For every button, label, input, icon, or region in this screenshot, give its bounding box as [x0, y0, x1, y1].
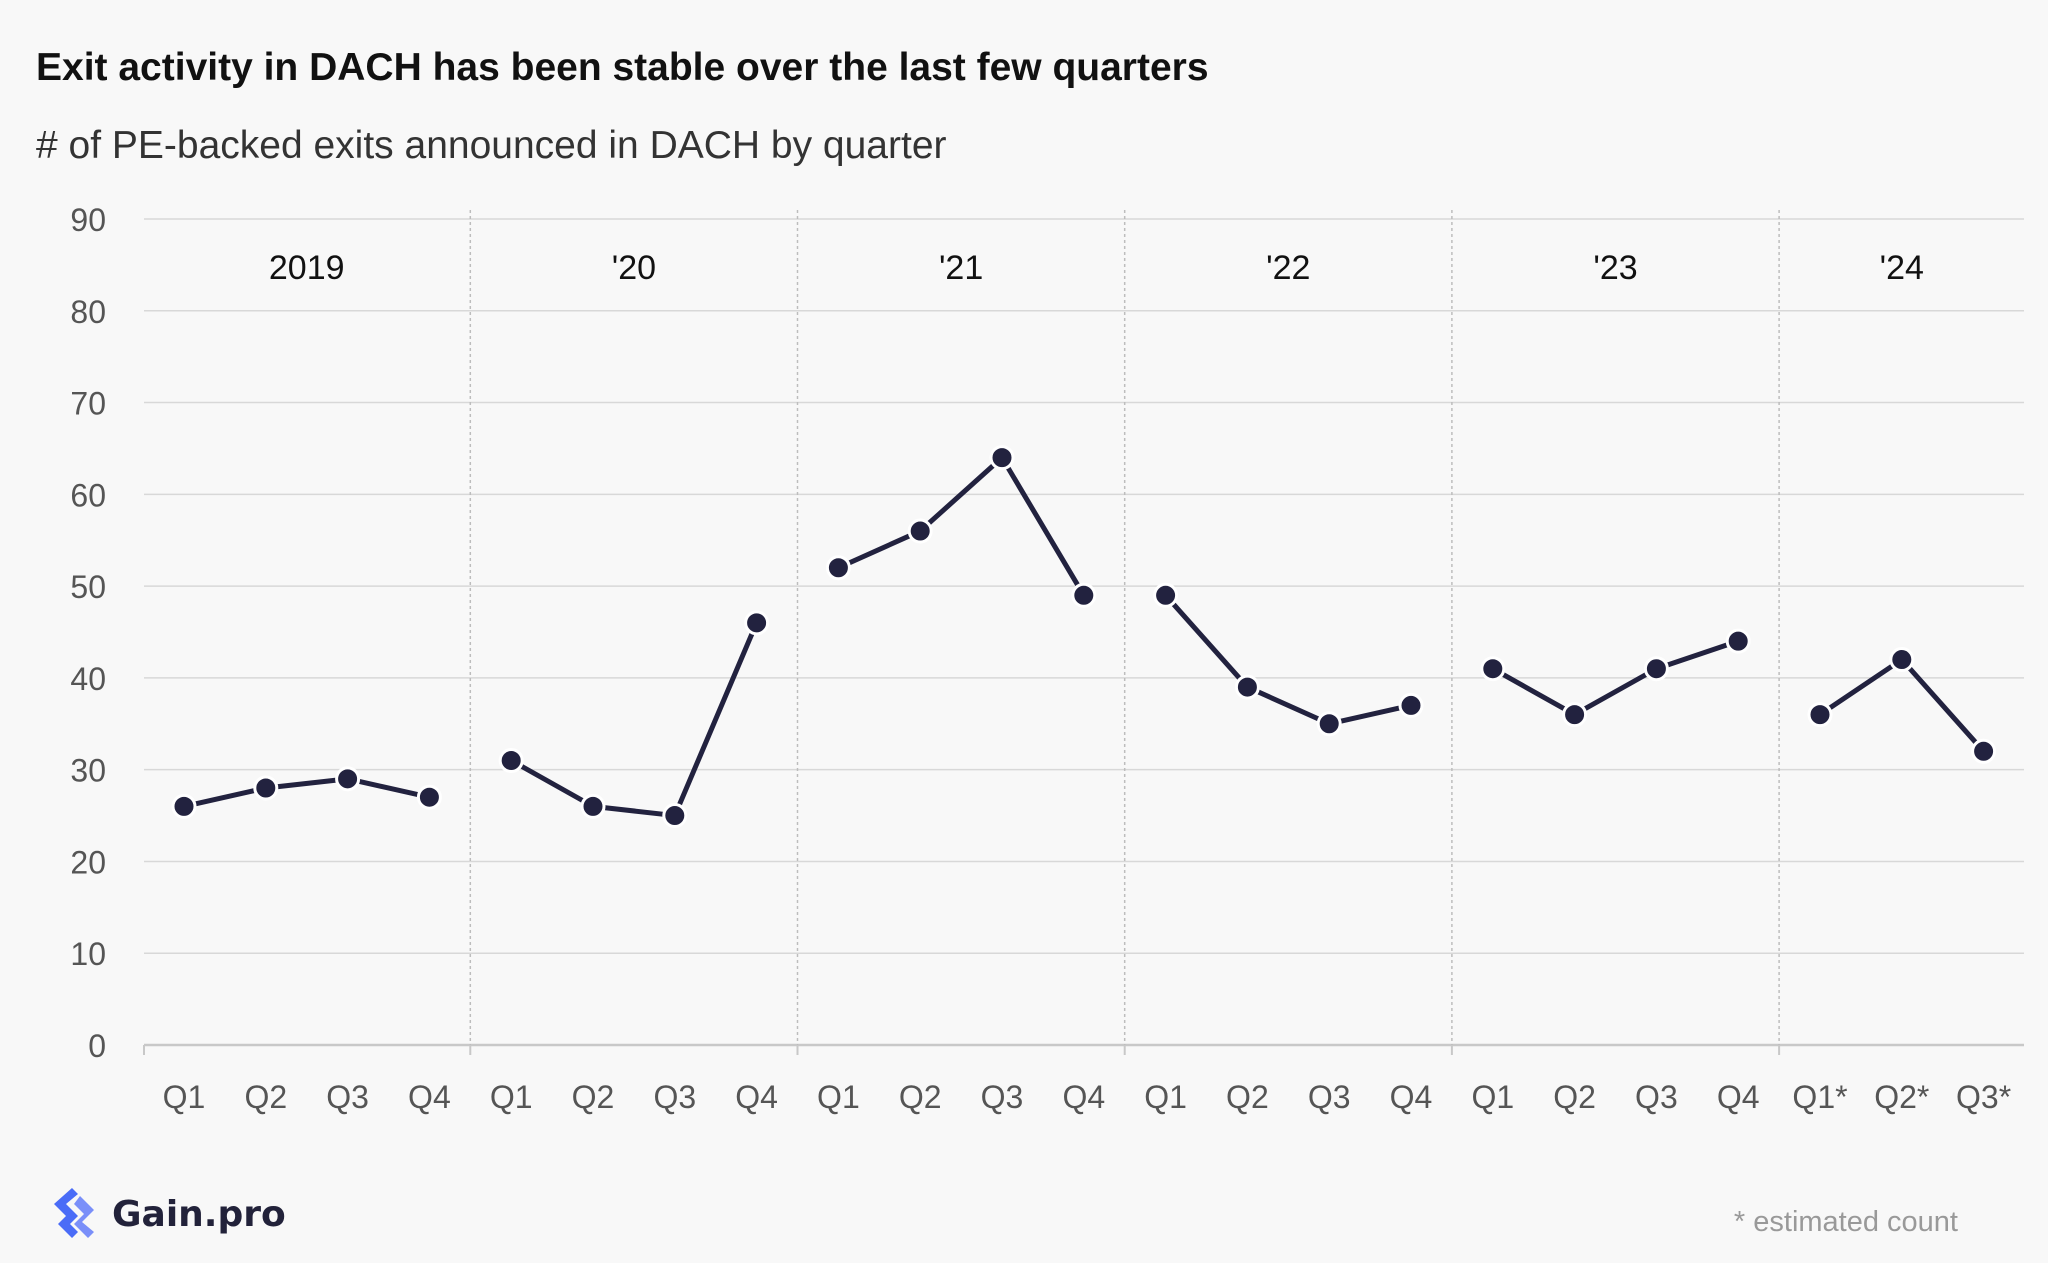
x-tick-label: Q4 [735, 1079, 778, 1115]
series-line [508, 620, 760, 819]
year-label: '20 [612, 249, 656, 287]
y-tick-label: 40 [70, 661, 106, 697]
x-tick-label: Q3 [1308, 1079, 1351, 1115]
year-label: '22 [1266, 249, 1310, 287]
data-point [989, 445, 1015, 471]
data-point [253, 775, 279, 801]
gain-pro-logo-icon [54, 1188, 94, 1238]
data-point [1971, 738, 1997, 764]
x-tick-label: Q2 [244, 1079, 287, 1115]
x-tick-label: Q4 [1717, 1079, 1760, 1115]
data-point [1398, 692, 1424, 718]
y-tick-label: 70 [70, 386, 106, 422]
data-point [416, 784, 442, 810]
x-tick-label: Q1 [1144, 1079, 1187, 1115]
series-line [1163, 592, 1414, 727]
x-tick-label: Q2 [899, 1079, 942, 1115]
x-tick-label: Q3 [653, 1079, 696, 1115]
data-point [335, 766, 361, 792]
x-tick-label: Q1 [1471, 1079, 1514, 1115]
data-point [744, 610, 770, 636]
footnote: * estimated count [1733, 1206, 1958, 1238]
data-point [1234, 674, 1260, 700]
x-tick-label: Q3 [1635, 1079, 1678, 1115]
data-point [662, 803, 688, 829]
data-point [171, 793, 197, 819]
y-tick-label: 50 [70, 569, 106, 605]
x-axis-ticks: Q1 Q2 Q3 Q4 Q1 Q2 Q3 Q4 Q1 Q2 Q3 Q4 Q1 Q2 Q3 Q4 Q1 Q2 Q3 Q4… [163, 1079, 2012, 1115]
x-tick-label: Q4 [408, 1079, 451, 1115]
x-tick-label: Q2* [1874, 1079, 1929, 1115]
data-point [1071, 582, 1097, 608]
year-label: '21 [939, 249, 983, 287]
data-point [1643, 656, 1669, 682]
chart-title: Exit activity in DACH has been stable ov… [36, 46, 1209, 89]
y-tick-label: 90 [70, 202, 106, 238]
grid-lines [144, 218, 2024, 1047]
data-point [1316, 711, 1342, 737]
x-tick-label: Q2 [1553, 1079, 1596, 1115]
x-tick-label: Q2 [572, 1079, 615, 1115]
x-tick-label: Q4 [1062, 1079, 1105, 1115]
data-point [498, 747, 524, 773]
x-tick-label: Q4 [1390, 1079, 1433, 1115]
x-tick-label: Q3 [326, 1079, 369, 1115]
x-tick-label: Q1 [163, 1079, 206, 1115]
data-point [1889, 647, 1915, 673]
y-axis-ticks: 0 10 20 30 40 50 60 70 80 90 [70, 202, 106, 1064]
chart-subtitle: # of PE-backed exits announced in DACH b… [36, 124, 947, 167]
y-tick-label: 30 [70, 753, 106, 789]
y-tick-label: 60 [70, 477, 106, 513]
x-tick-label: Q3 [981, 1079, 1024, 1115]
year-separators [143, 210, 1781, 1055]
series-line [1490, 638, 1741, 718]
gain-pro-logo: Gain.pro [48, 1186, 286, 1242]
x-tick-label: Q1 [817, 1079, 860, 1115]
x-tick-label: Q1* [1792, 1079, 1847, 1115]
data-point [825, 555, 851, 581]
y-tick-label: 0 [88, 1028, 106, 1064]
data-point [1480, 656, 1506, 682]
y-tick-label: 80 [70, 294, 106, 330]
series-exits [171, 445, 1997, 829]
data-point [1562, 702, 1588, 728]
y-tick-label: 10 [70, 936, 106, 972]
x-tick-label: Q2 [1226, 1079, 1269, 1115]
data-point [580, 793, 606, 819]
year-label: '24 [1880, 249, 1924, 287]
year-label: 2019 [269, 249, 345, 287]
brand-name: Gain.pro [112, 1193, 286, 1235]
data-point [907, 518, 933, 544]
y-tick-label: 20 [70, 844, 106, 880]
year-labels: 2019 '20 '21 '22 '23 '24 [269, 249, 1924, 287]
series-line [1817, 657, 1987, 754]
series-line [835, 455, 1087, 598]
data-point [1153, 582, 1179, 608]
x-tick-label: Q1 [490, 1079, 533, 1115]
year-label: '23 [1593, 249, 1637, 287]
data-point [1725, 628, 1751, 654]
series-line [181, 776, 432, 809]
x-tick-label: Q3* [1956, 1079, 2011, 1115]
data-point [1807, 702, 1833, 728]
